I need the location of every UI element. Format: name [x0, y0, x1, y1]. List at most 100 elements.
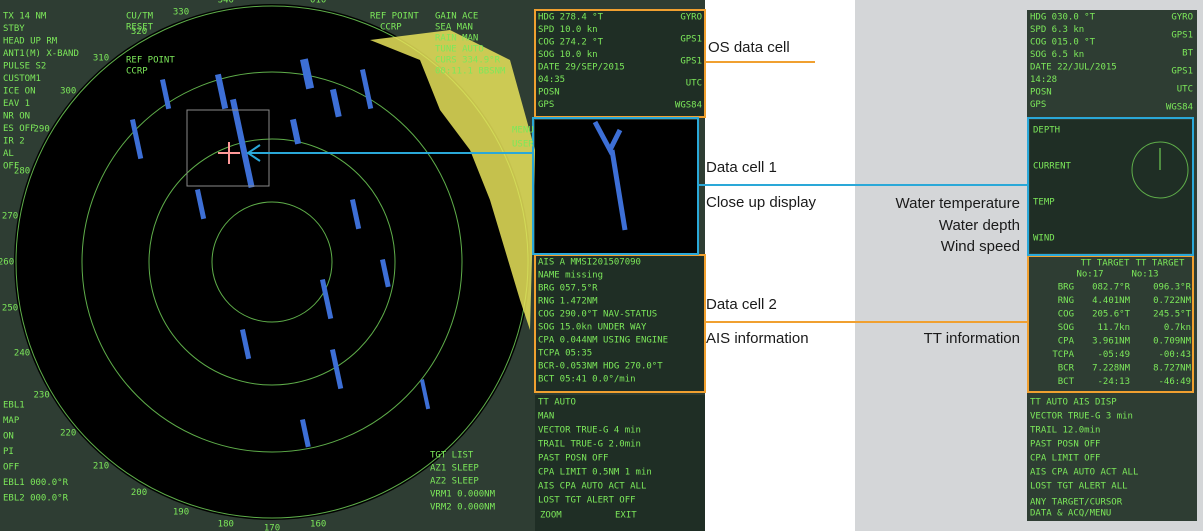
tt-cell: 082.7°R — [1092, 283, 1131, 293]
vrm-text: AZ2 SLEEP — [430, 477, 479, 487]
vrm-text: AZ1 SLEEP — [430, 464, 479, 474]
status-text: ES OFF — [3, 124, 36, 134]
echo — [320, 278, 334, 320]
tt-number: No:13 — [1131, 270, 1158, 280]
bearing-label: 340 — [218, 0, 234, 6]
bearing-label: 270 — [2, 211, 18, 221]
blue-frames — [246, 117, 1194, 256]
os-side: UTC — [686, 79, 702, 89]
tt-cell: -05:49 — [1097, 350, 1130, 360]
depth-text: TEMP — [1033, 198, 1055, 208]
tt-number: No:17 — [1076, 270, 1103, 280]
bearing-label: 310 — [93, 54, 109, 64]
status-text: RESET — [126, 23, 154, 33]
os-data: GPS — [538, 100, 554, 110]
gain-text: CURS 334.9°R — [435, 56, 501, 66]
ais-data: TCPA 05:35 — [538, 349, 592, 359]
echo — [239, 328, 252, 360]
bearing-label: 210 — [93, 461, 109, 471]
os-side: GPS1 — [680, 57, 702, 67]
echo — [380, 258, 391, 288]
gain-text: TUNE AUTO — [435, 45, 484, 55]
callout-label: Close up display — [706, 194, 817, 211]
wind-dial — [1131, 141, 1189, 199]
tt-cell: BCR — [1058, 364, 1075, 374]
os-side: UTC — [1177, 85, 1193, 95]
echo — [194, 188, 207, 220]
menu-panel — [535, 395, 705, 531]
gain-text: GAIN ACE — [435, 12, 478, 22]
status-text: CU/TM — [126, 12, 154, 22]
status-text: HEAD UP RM — [3, 37, 58, 47]
bearing-label: 350 — [264, 0, 280, 2]
bearing-label: 300 — [60, 87, 76, 97]
tt-cell: 11.7kn — [1097, 323, 1130, 333]
ais-data: NAME missing — [538, 271, 603, 281]
tt-cell: BCT — [1058, 377, 1075, 387]
bearing-label: 170 — [264, 524, 280, 531]
bearing-label: 010 — [310, 0, 326, 6]
close-up-echo — [592, 120, 628, 231]
menu-text: AIS CPA AUTO ACT ALL — [1030, 468, 1138, 478]
bearing-label: 330 — [173, 8, 189, 18]
os-data: SOG 6.5 kn — [1030, 50, 1084, 60]
os-data: DATE 29/SEP/2015 — [538, 63, 625, 73]
callout-label: Water temperature — [896, 195, 1021, 212]
gain-text: 00:11.1 BBSNM — [435, 67, 506, 77]
callout-label: Wind speed — [941, 238, 1020, 255]
menu-text: PAST POSN OFF — [1030, 440, 1100, 450]
status-text: REF POINT — [370, 12, 419, 22]
bearing-label: 180 — [218, 519, 234, 529]
tt-cell: BRG — [1058, 283, 1074, 293]
os-side: GPS1 — [1171, 67, 1193, 77]
tt-cell: 205.6°T — [1092, 310, 1131, 320]
menu-text: TRAIL TRUE-G 2.0min — [538, 440, 641, 450]
depth-text: WIND — [1033, 234, 1055, 244]
os-data: DATE 22/JUL/2015 — [1030, 63, 1117, 73]
ais-data: BCT 05:41 0.0°/min — [538, 375, 636, 385]
echo — [160, 78, 172, 110]
os-side: GPS1 — [1171, 31, 1193, 41]
menu-text: LOST TGT ALERT ALL — [1030, 482, 1128, 492]
vrm-text: VRM2 0.000NM — [430, 503, 496, 513]
os-side: GYRO — [1171, 13, 1193, 23]
status-text: IR 2 — [3, 137, 25, 147]
os-side: WGS84 — [1166, 103, 1193, 113]
status-text: PULSE S2 — [3, 62, 46, 72]
bearing-label: 190 — [173, 507, 189, 517]
os-side: WGS84 — [675, 101, 702, 111]
ais-data: COG 290.0°T NAV-STATUS — [538, 310, 657, 320]
ais-panel — [535, 256, 705, 392]
status-text: EAV 1 — [3, 99, 30, 109]
status-text: CUSTOM1 — [3, 74, 41, 84]
tt-cell: CPA — [1058, 337, 1075, 347]
os-data: POSN — [538, 88, 560, 98]
ais-data: SOG 15.0kn UNDER WAY — [538, 323, 647, 333]
os-side: GYRO — [680, 13, 702, 23]
status-text: ANT1(M) X-BAND — [3, 49, 79, 59]
echo — [420, 379, 431, 410]
os-data: SOG 10.0 kn — [538, 50, 598, 60]
ebl-text: PI — [3, 447, 14, 457]
menu-text: VECTOR TRUE-G 3 min — [1030, 412, 1133, 422]
status-text: OFF — [3, 162, 19, 172]
ais-data: RNG 1.472NM — [538, 297, 598, 307]
echo — [290, 118, 302, 145]
zoom-text: ZOOM — [540, 511, 562, 521]
tt-cell: 245.5°T — [1153, 310, 1192, 320]
depth-text: DEPTH — [1033, 126, 1060, 136]
menu-text: PAST POSN OFF — [538, 454, 608, 464]
callout-label: TT information — [924, 330, 1020, 347]
ebl-text: EBL1 — [3, 401, 25, 411]
tt-cell: -00:43 — [1158, 350, 1191, 360]
status-text: STBY — [3, 24, 25, 34]
ebl-text: EBL2 000.0°R — [3, 494, 69, 504]
os-side: GPS1 — [680, 35, 702, 45]
tt-cell: TCPA — [1052, 350, 1074, 360]
tt-header: TT TARGET — [1081, 259, 1130, 269]
os-data: HDG 278.4 °T — [538, 13, 604, 23]
tt-cell: 0.709NM — [1153, 337, 1192, 347]
zoom-frame — [186, 109, 270, 187]
gain-text: SEA MAN — [435, 23, 473, 33]
